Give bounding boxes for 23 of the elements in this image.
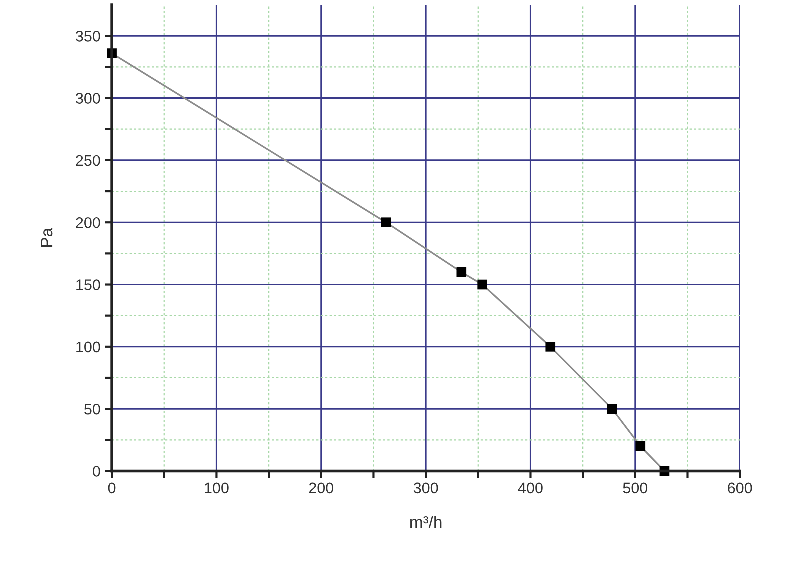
x-tick-label: 0 — [108, 482, 116, 494]
y-tick-label: 100 — [76, 342, 100, 353]
x-tick-label: 500 — [623, 482, 648, 494]
x-tick-label: 400 — [518, 482, 543, 494]
y-tick-label: 150 — [76, 280, 100, 290]
y-tick-label: 200 — [76, 217, 100, 228]
y-tick-label: 250 — [76, 155, 100, 166]
x-tick-label: 600 — [728, 482, 752, 494]
y-tick-label: 50 — [84, 404, 100, 415]
x-tick-label: 100 — [205, 482, 229, 494]
y-axis-title: Pa — [41, 228, 53, 247]
point — [636, 441, 646, 452]
x-tick-label: 300 — [414, 482, 438, 494]
point — [546, 342, 556, 352]
y-tick-label: 0 — [93, 466, 100, 477]
point — [381, 218, 392, 228]
point — [478, 280, 488, 290]
x-tick-label: 200 — [309, 482, 334, 494]
point — [607, 404, 618, 414]
y-tick-label: 300 — [76, 93, 100, 104]
y-tick-label: 350 — [76, 30, 100, 42]
x-axis-title: m³/h — [410, 516, 442, 528]
point — [456, 267, 467, 278]
